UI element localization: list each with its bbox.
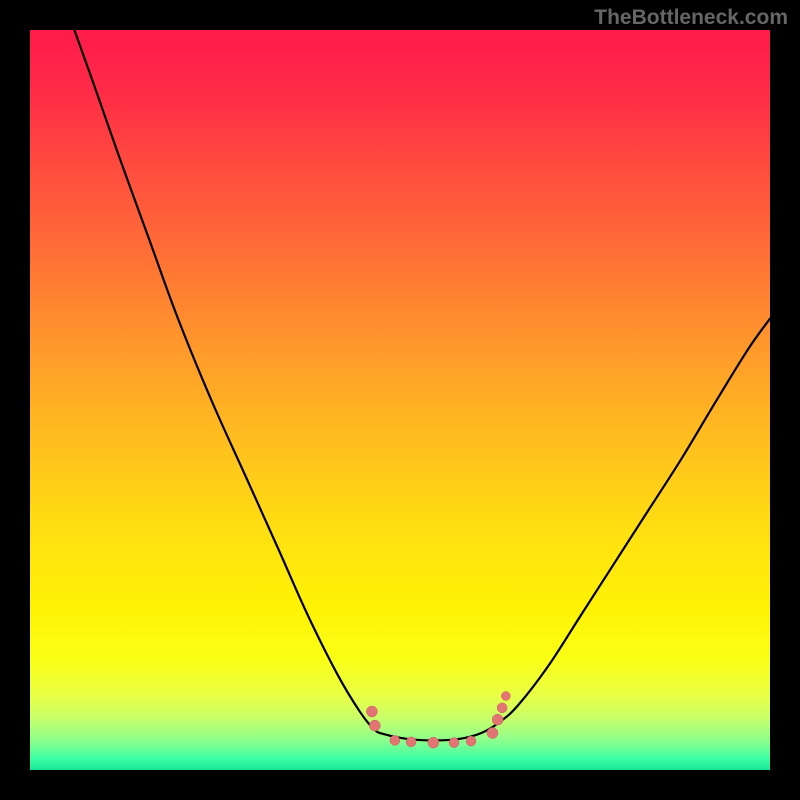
watermark-text: TheBottleneck.com xyxy=(594,6,788,30)
bottleneck-chart xyxy=(30,30,770,770)
data-marker xyxy=(501,692,510,701)
data-marker xyxy=(449,738,459,748)
data-marker xyxy=(428,737,439,748)
chart-background xyxy=(30,30,770,770)
data-marker xyxy=(406,737,416,747)
data-marker xyxy=(366,706,377,717)
data-marker xyxy=(369,720,380,731)
data-marker xyxy=(497,703,507,713)
data-marker xyxy=(492,714,503,725)
data-marker xyxy=(466,736,476,746)
data-marker xyxy=(487,728,498,739)
data-marker xyxy=(390,735,400,745)
chart-svg xyxy=(30,30,770,770)
